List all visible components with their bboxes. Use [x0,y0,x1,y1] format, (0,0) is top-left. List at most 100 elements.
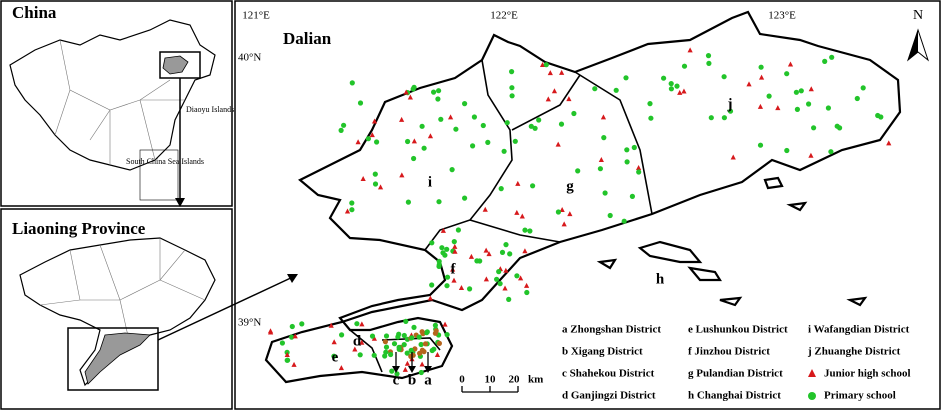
primary-school [530,183,536,189]
junior-school [539,62,546,68]
junior-school [566,96,572,102]
primary-school [389,368,395,374]
junior-school [808,152,814,158]
urban-school [432,330,438,336]
urban-school [408,347,414,353]
junior-school [328,322,334,328]
junior-school [561,221,567,227]
district-label: c [393,372,400,388]
primary-school [444,283,450,289]
district-label: h [656,271,665,287]
primary-school [674,83,680,89]
scale-tick-label: 0 [459,374,465,386]
boundary-g-f [469,219,561,243]
junior-school [450,266,456,272]
legend-entry: b Xigang District [562,346,643,358]
legend-circle [808,392,816,400]
primary-school [331,353,337,359]
junior-school [547,70,553,76]
junior-school [284,352,290,358]
junior-school [886,140,892,146]
junior-school [551,88,558,94]
junior-school [483,247,489,253]
primary-school [349,207,355,213]
primary-school [629,193,636,199]
primary-school [509,85,515,91]
primary-school [681,63,688,69]
primary-school [436,199,442,205]
school-markers [267,47,892,377]
island-label: Diaoyu Islands [186,105,234,114]
primary-school [854,95,860,102]
primary-school [834,123,840,129]
primary-school [405,138,411,145]
liaoning-highlight [162,55,189,75]
junior-school [746,81,752,87]
legend-triangle [808,369,816,377]
junior-school [419,361,425,367]
primary-school [279,340,285,346]
primary-school [421,145,427,151]
legend-entry: d Ganjingzi District [562,390,656,402]
primary-school [621,218,627,224]
primary-school [349,200,355,206]
junior-school [404,360,411,366]
junior-school [567,211,573,217]
primary-school [405,199,411,205]
primary-school [299,321,305,327]
primary-school [341,122,347,128]
junior-school [359,339,365,345]
urban-school [418,341,424,348]
primary-school [668,81,674,87]
junior-school [635,164,642,170]
china-title: China [12,3,57,22]
junior-school [377,184,384,190]
primary-school [503,242,509,248]
primary-school [512,138,518,144]
junior-school [681,88,687,94]
primary-school [462,101,468,107]
primary-school [285,357,291,363]
latitude-label: 39°N [238,317,261,329]
primary-school [438,116,444,122]
junior-school [559,207,565,213]
primary-school [372,171,378,177]
junior-school [555,141,561,147]
legend-entry: h Changhai District [688,390,781,402]
junior-school [677,89,683,95]
primary-school [453,126,459,132]
junior-school [359,321,365,327]
primary-school [467,286,473,292]
urban-school [436,340,442,346]
urban-school [383,349,389,355]
urban-school [401,342,407,348]
primary-school [357,352,363,358]
liaoning-inset-box [67,327,159,391]
city-borders [39,238,206,346]
primary-school [289,334,295,340]
primary-school [485,139,491,145]
primary-school [592,86,598,92]
primary-school [451,239,457,245]
china-arrow-head [175,198,185,207]
primary-school [289,323,295,330]
primary-school [501,148,507,154]
primary-school [661,75,667,81]
primary-school [403,318,409,324]
junior-school [371,118,378,124]
junior-school [502,285,508,291]
district-label: f [451,261,457,277]
primary-school [555,209,562,215]
junior-school [598,157,604,163]
junior-school [519,213,525,219]
primary-school [429,240,435,246]
junior-school [482,206,488,212]
primary-school [480,122,486,129]
island [763,176,784,190]
junior-school [352,346,358,352]
junior-school [559,69,565,75]
primary-school [607,212,613,219]
district-label: g [566,178,574,194]
primary-school [432,322,438,328]
junior-school [758,74,765,80]
